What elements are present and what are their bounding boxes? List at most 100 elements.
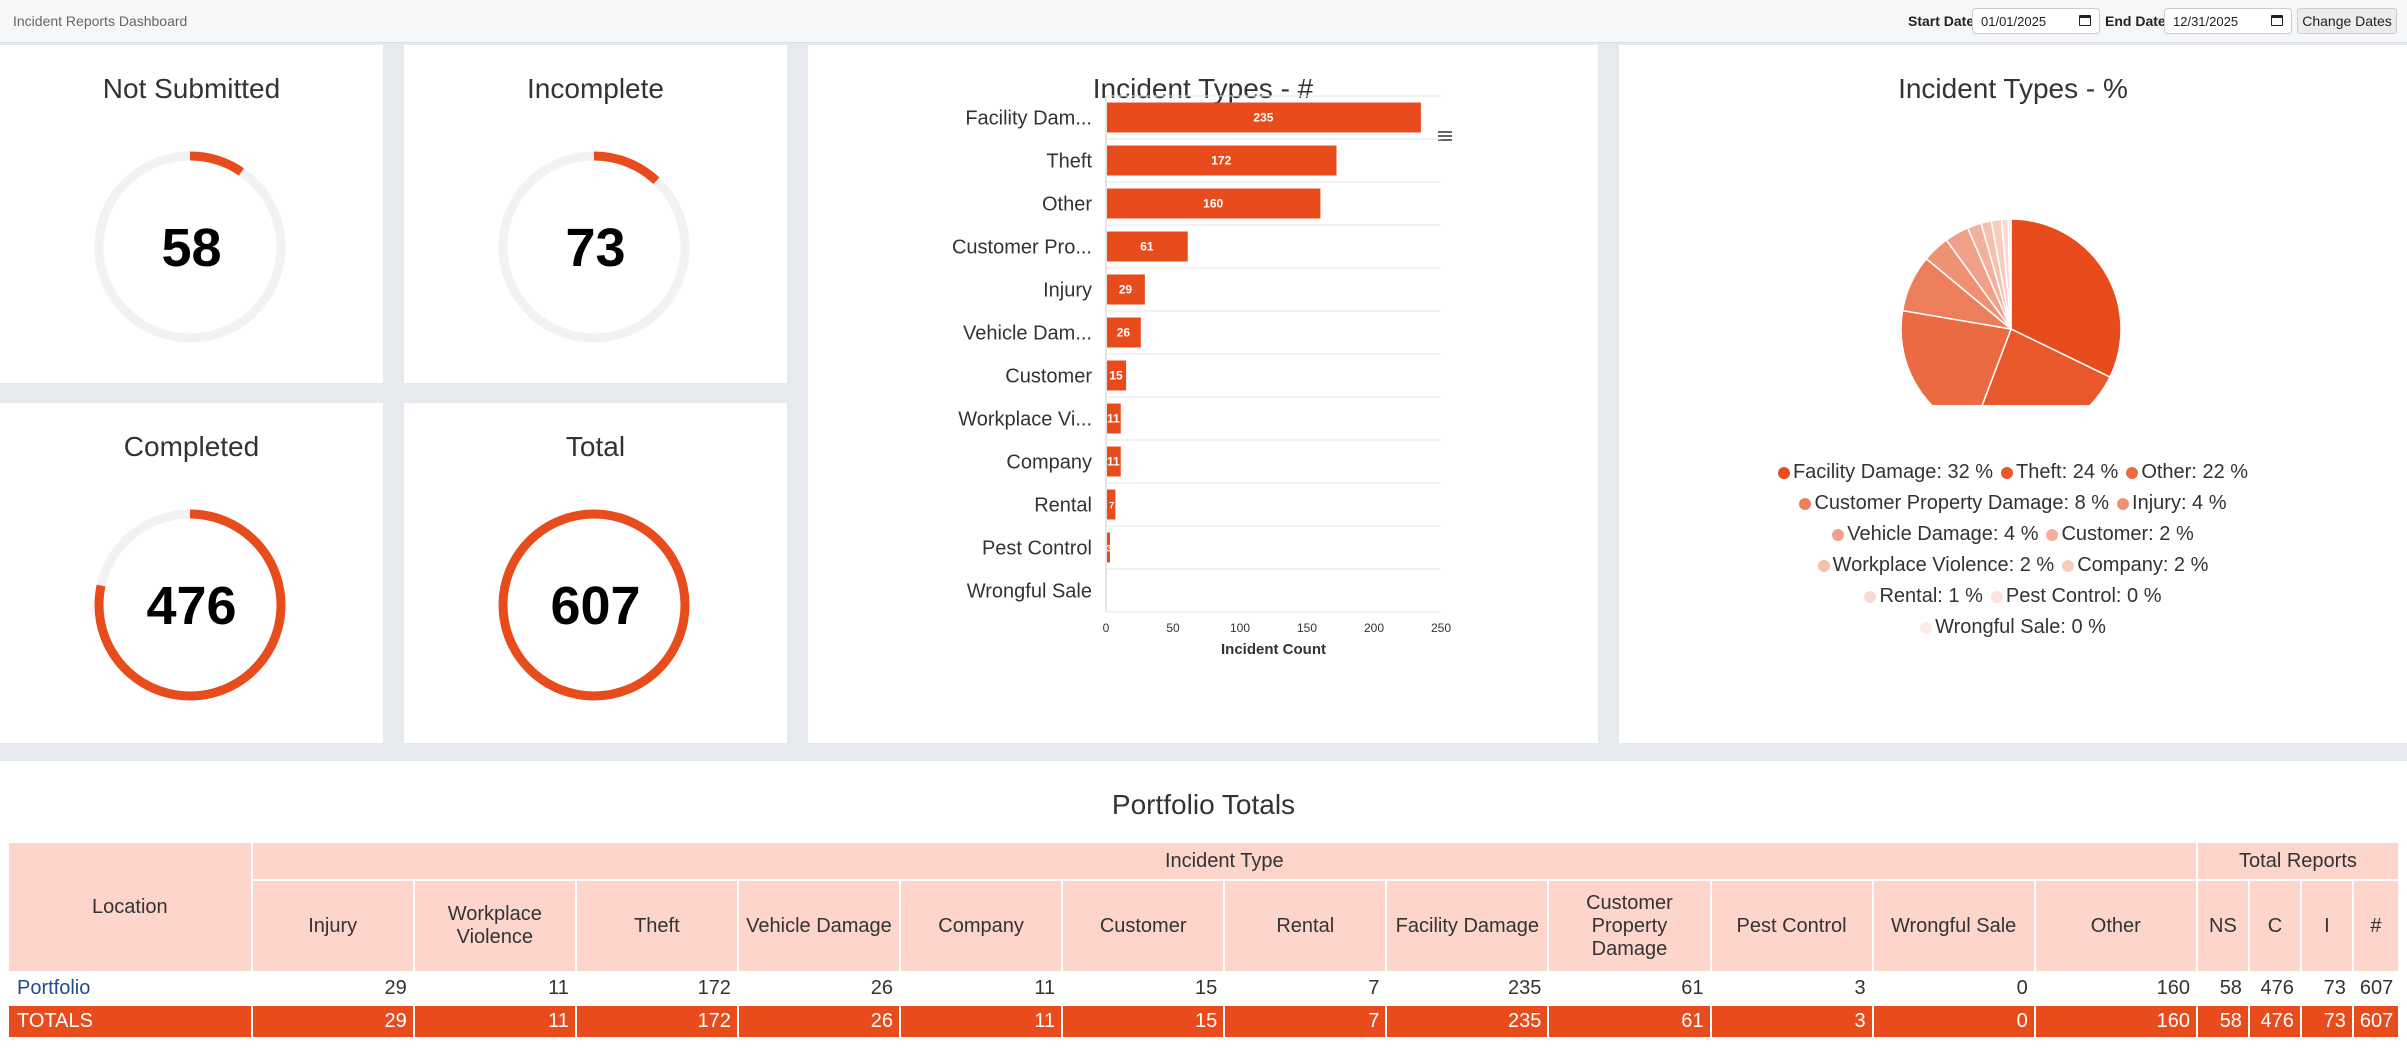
app-title: Incident Reports Dashboard bbox=[13, 13, 188, 29]
bar-data-label: 26 bbox=[1117, 326, 1131, 340]
top-bar: Incident Reports Dashboard Start Date: 0… bbox=[0, 0, 2407, 43]
legend-label: Workplace Violence: 2 % bbox=[1832, 554, 2055, 576]
legend-item[interactable]: Workplace Violence: 2 % bbox=[1817, 554, 2055, 577]
category-label: Other bbox=[1042, 194, 1092, 216]
legend-item[interactable]: Injury: 4 % bbox=[2117, 492, 2227, 515]
table-cell: 29 bbox=[250, 971, 415, 1006]
kpi-title: Completed bbox=[123, 431, 260, 462]
legend-item[interactable]: Wrongful Sale: 0 % bbox=[1920, 616, 2106, 639]
legend-row: Workplace Violence: 2 % Company: 2 % bbox=[1619, 554, 2407, 577]
legend-label: Theft: 24 % bbox=[2016, 461, 2119, 483]
totals-row: TOTALS 29 11 172 26 11 15 7 235 61 3 0 160 58 476 73 607 bbox=[7, 1004, 2401, 1039]
table-cell: 607 bbox=[2351, 971, 2401, 1006]
bar-data-label: 29 bbox=[1119, 283, 1133, 297]
legend-item[interactable]: Theft: 24 % bbox=[2001, 461, 2118, 484]
column-header: Company bbox=[899, 879, 1064, 973]
legend-row: Facility Damage: 32 % Theft: 24 % Other: 2… bbox=[1619, 461, 2407, 484]
change-dates-button[interactable]: Change Dates bbox=[2297, 8, 2397, 34]
legend-item[interactable]: Other: 22 % bbox=[2126, 461, 2248, 484]
table-cell: 11 bbox=[412, 971, 577, 1006]
location-header: Location bbox=[7, 841, 253, 973]
category-label: Pest Control bbox=[982, 538, 1092, 560]
column-header: Facility Damage bbox=[1385, 879, 1550, 973]
category-label: Wrongful Sale bbox=[967, 581, 1092, 603]
table-cell: 3 bbox=[1709, 971, 1874, 1006]
column-header: C bbox=[2247, 879, 2302, 973]
x-tick-label: 50 bbox=[1166, 621, 1180, 635]
start-date-value: 01/01/2025 bbox=[1981, 14, 2047, 29]
bar-data-label: 61 bbox=[1140, 240, 1154, 254]
table-cell: 172 bbox=[574, 971, 739, 1006]
legend-item[interactable]: Vehicle Damage: 4 % bbox=[1832, 523, 2038, 546]
column-header: Rental bbox=[1223, 879, 1388, 973]
pie-slice bbox=[2010, 218, 2122, 379]
ring-progress bbox=[94, 509, 286, 701]
progress-ring bbox=[498, 151, 690, 343]
category-label: Rental bbox=[1034, 495, 1092, 517]
legend-row: Customer Property Damage: 8 % Injury: 4 % bbox=[1619, 492, 2407, 515]
table-cell: 235 bbox=[1385, 1004, 1550, 1039]
pie-slice bbox=[1981, 327, 2111, 405]
legend-swatch bbox=[1864, 591, 1877, 603]
legend-item[interactable]: Company: 2 % bbox=[2062, 554, 2208, 577]
category-label: Injury bbox=[1043, 280, 1092, 302]
bar bbox=[1107, 145, 1337, 176]
table-cell: 61 bbox=[1547, 1004, 1712, 1039]
pie-chart-panel: Incident Types - % Facility Damage: 32 %… bbox=[1619, 45, 2407, 743]
category-label: Company bbox=[1006, 452, 1092, 474]
table-cell: 15 bbox=[1061, 1004, 1226, 1039]
legend-item[interactable]: Customer Property Damage: 8 % bbox=[1799, 492, 2109, 515]
hamburger-menu-icon[interactable] bbox=[1438, 131, 1452, 141]
bar-chart-panel: Incident Types - # Facility Dam... 235 The… bbox=[808, 45, 1598, 743]
progress-ring bbox=[94, 509, 286, 701]
legend-swatch bbox=[1990, 591, 2003, 603]
legend-label: Vehicle Damage: 4 % bbox=[1847, 523, 2039, 545]
legend-row: Wrongful Sale: 0 % bbox=[1619, 616, 2407, 639]
x-tick-label: 100 bbox=[1230, 621, 1250, 635]
legend-item[interactable]: Customer: 2 % bbox=[2046, 523, 2194, 546]
progress-ring bbox=[94, 151, 286, 343]
legend-swatch bbox=[1777, 467, 1790, 479]
column-header: NS bbox=[2195, 879, 2250, 973]
pie-chart-title: Incident Types - % bbox=[1898, 73, 2128, 104]
calendar-icon[interactable] bbox=[2079, 15, 2091, 26]
column-header: Customer bbox=[1061, 879, 1226, 973]
table-cell: 11 bbox=[899, 971, 1064, 1006]
end-date-value: 12/31/2025 bbox=[2173, 14, 2239, 29]
legend-row: Rental: 1 % Pest Control: 0 % bbox=[1619, 585, 2407, 608]
table-cell: 29 bbox=[250, 1004, 415, 1039]
start-date-input[interactable]: 01/01/2025 bbox=[1972, 8, 2100, 34]
column-header: Vehicle Damage bbox=[736, 879, 902, 973]
end-date-input[interactable]: 12/31/2025 bbox=[2164, 8, 2292, 34]
bar-data-label: 11 bbox=[1107, 412, 1120, 426]
legend-label: Rental: 1 % bbox=[1879, 585, 1983, 607]
legend-label: Customer: 2 % bbox=[2061, 523, 2194, 545]
kpi-value: 476 bbox=[146, 576, 237, 636]
legend-item[interactable]: Facility Damage: 32 % bbox=[1777, 461, 1994, 484]
x-tick-label: 150 bbox=[1297, 621, 1317, 635]
legend-item[interactable]: Rental: 1 % bbox=[1864, 585, 1983, 608]
calendar-icon[interactable] bbox=[2271, 15, 2283, 26]
bar-data-label: 172 bbox=[1211, 154, 1231, 168]
legend-label: Facility Damage: 32 % bbox=[1792, 461, 1994, 483]
table-cell: 476 bbox=[2247, 1004, 2302, 1039]
legend-swatch bbox=[2001, 467, 2014, 479]
location-cell[interactable]: Portfolio bbox=[7, 971, 253, 1006]
x-tick-label: 250 bbox=[1431, 621, 1451, 635]
portfolio-title: Portfolio Totals bbox=[1111, 789, 1296, 820]
kpi-card-incomplete: Incomplete 73 bbox=[404, 45, 787, 383]
table-cell: 26 bbox=[736, 971, 902, 1006]
kpi-card-completed: Completed 476 bbox=[0, 403, 383, 743]
table-cell: 11 bbox=[899, 1004, 1064, 1039]
legend-item[interactable]: Pest Control: 0 % bbox=[1990, 585, 2162, 608]
legend-swatch bbox=[2126, 467, 2139, 479]
table-cell: 15 bbox=[1061, 971, 1226, 1006]
location-link[interactable]: Portfolio bbox=[17, 977, 91, 999]
kpi-value: 73 bbox=[565, 218, 626, 278]
category-label: Workplace Vi... bbox=[958, 409, 1092, 431]
column-header: Injury bbox=[250, 879, 415, 973]
bar-data-label: 3 bbox=[1107, 544, 1112, 554]
column-header: Pest Control bbox=[1709, 879, 1874, 973]
legend-label: Company: 2 % bbox=[2077, 554, 2209, 576]
x-tick-label: 0 bbox=[1103, 621, 1110, 635]
